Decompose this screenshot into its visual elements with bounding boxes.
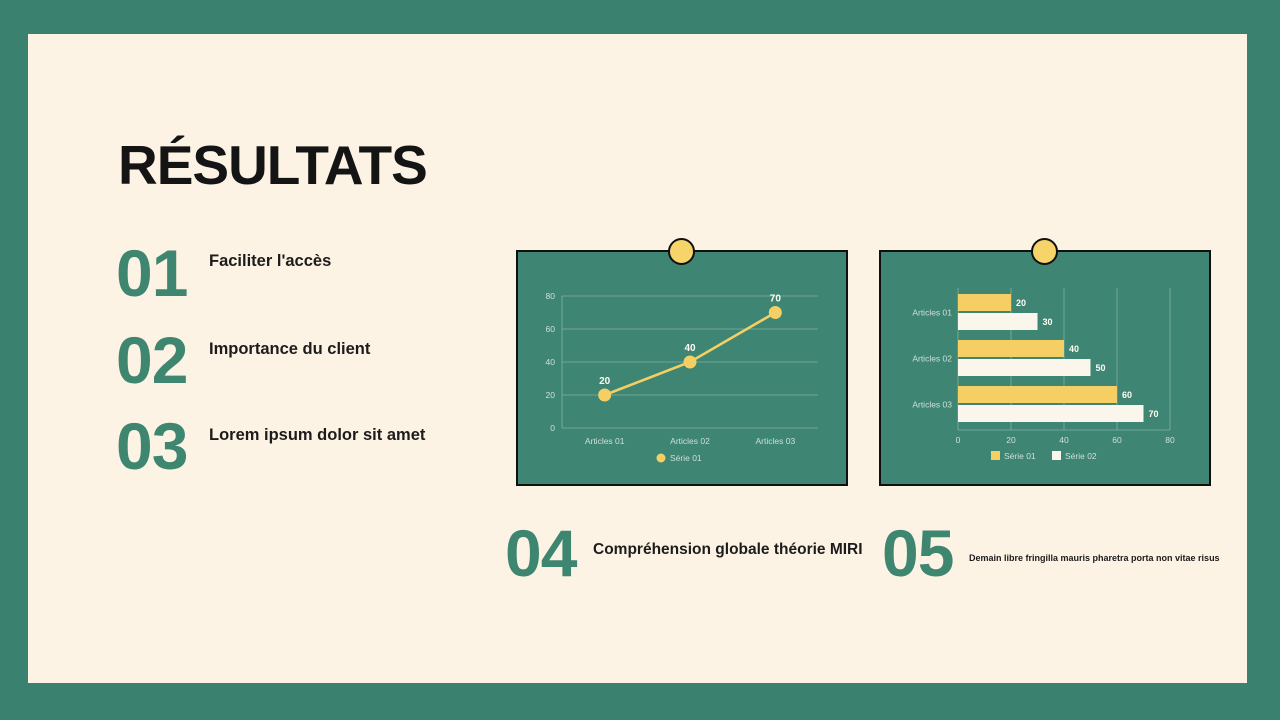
svg-text:20: 20	[546, 390, 556, 400]
item-number-04: 04	[505, 516, 577, 590]
svg-text:0: 0	[550, 423, 555, 433]
page-title: RÉSULTATS	[118, 134, 428, 196]
svg-text:30: 30	[1043, 317, 1053, 327]
svg-text:60: 60	[546, 324, 556, 334]
svg-text:Articles 01: Articles 01	[585, 436, 625, 446]
svg-text:Articles 03: Articles 03	[912, 400, 952, 410]
svg-text:20: 20	[1016, 298, 1026, 308]
bar-chart: 0 20 40 60 80 Articles 01 20 30 Articles 02 40 50 A…	[912, 288, 1175, 461]
svg-text:70: 70	[770, 294, 782, 305]
svg-text:20: 20	[1006, 435, 1016, 445]
svg-text:Articles 02: Articles 02	[670, 436, 710, 446]
svg-text:50: 50	[1096, 363, 1106, 373]
svg-text:Articles 02: Articles 02	[912, 354, 952, 364]
svg-text:70: 70	[1149, 409, 1159, 419]
item-label-01: Faciliter l'accès	[209, 252, 332, 270]
svg-text:60: 60	[1112, 435, 1122, 445]
svg-text:80: 80	[1165, 435, 1175, 445]
pin-icon	[1031, 238, 1058, 265]
item-label-05: Demain libre fringilla mauris pharetra p…	[969, 553, 1220, 563]
line-chart: 0 20 40 60 80 Articles 01 Articles 02 Articles …	[546, 291, 818, 463]
item-number-02: 02	[116, 323, 188, 397]
svg-text:40: 40	[546, 357, 556, 367]
svg-text:Articles 01: Articles 01	[912, 308, 952, 318]
item-label-03: Lorem ipsum dolor sit amet	[209, 426, 426, 444]
svg-text:Série 01: Série 01	[670, 453, 702, 463]
item-number-03: 03	[116, 409, 188, 483]
svg-text:80: 80	[546, 291, 556, 301]
svg-text:Série 01: Série 01	[1004, 451, 1036, 461]
svg-text:40: 40	[1059, 435, 1069, 445]
svg-text:40: 40	[1069, 344, 1079, 354]
item-label-02: Importance du client	[209, 340, 371, 358]
svg-text:Articles 03: Articles 03	[755, 436, 795, 446]
slide-canvas: RÉSULTATS 01 Faciliter l'accès 02 Import…	[28, 34, 1247, 683]
item-label-04: Compréhension globale théorie MIRI	[593, 541, 863, 558]
line-chart-card: 0 20 40 60 80 Articles 01 Articles 02 Articles …	[516, 238, 848, 486]
item-number-01: 01	[116, 236, 188, 310]
svg-text:0: 0	[956, 435, 961, 445]
svg-text:20: 20	[599, 376, 611, 387]
svg-text:Série 02: Série 02	[1065, 451, 1097, 461]
svg-text:60: 60	[1122, 390, 1132, 400]
item-number-05: 05	[882, 516, 954, 590]
svg-text:40: 40	[684, 343, 696, 354]
pin-icon	[668, 238, 695, 265]
bar-chart-card: 0 20 40 60 80 Articles 01 20 30 Articles 02 40 50 A…	[879, 238, 1211, 486]
